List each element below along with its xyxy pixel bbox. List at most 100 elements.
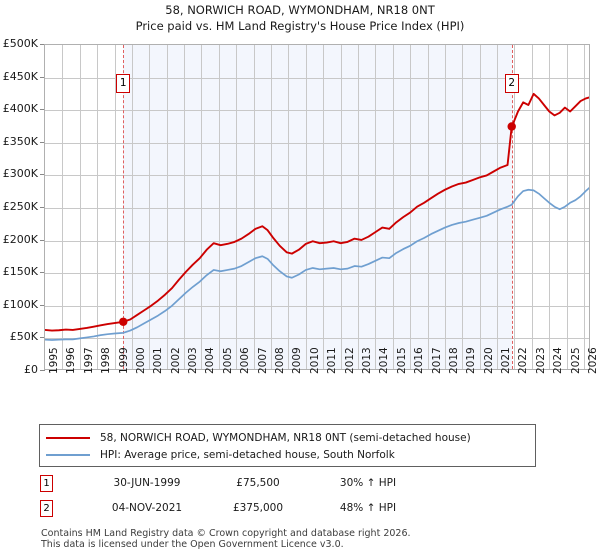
y-axis-tick [40, 76, 45, 78]
gridline-horizontal [45, 110, 589, 112]
y-axis-tick [40, 239, 45, 241]
y-axis-tick-text: £300K [2, 167, 38, 181]
y-axis-tick-text: £50K [9, 330, 38, 344]
gridline-vertical [497, 45, 499, 369]
y-axis-tick [40, 272, 45, 274]
gridline-vertical [114, 45, 116, 369]
transactions-table: 1 30-JUN-1999 £75,500 30% ↑ HPI 2 04-NOV… [40, 474, 470, 524]
y-axis-tick-text: £100K [2, 297, 38, 311]
transaction-date-2: 04-NOV-2021 [111, 502, 183, 514]
gridline-vertical [531, 45, 533, 369]
x-axis-tick-2002: 2002 [169, 347, 182, 374]
x-axis-tick-2011: 2011 [326, 347, 339, 374]
gridline-vertical [462, 45, 464, 369]
x-axis-tick-2019: 2019 [465, 347, 478, 374]
x-axis-tick-1999: 1999 [117, 347, 130, 374]
title-line-1: 58, NORWICH ROAD, WYMONDHAM, NR18 0NT [165, 3, 435, 17]
y-axis-tick [40, 174, 45, 176]
chart-marker-2[interactable]: 2 [504, 74, 519, 93]
gridline-vertical [305, 45, 307, 369]
gridline-horizontal [45, 142, 589, 144]
title-line-2: Price paid vs. HM Land Registry's House … [135, 19, 465, 33]
footer-line-2: This data is licensed under the Open Gov… [41, 539, 344, 550]
gridline-vertical [62, 45, 64, 369]
transaction-price-2: £375,000 [232, 502, 284, 514]
y-axis-tick [40, 109, 45, 111]
y-axis-tick-text: £150K [2, 265, 38, 279]
gridline-vertical [479, 45, 481, 369]
x-axis-tick-2026: 2026 [587, 347, 600, 374]
gridline-vertical [288, 45, 290, 369]
table-row[interactable]: 1 30-JUN-1999 £75,500 30% ↑ HPI [40, 474, 470, 499]
x-axis-tick-2025: 2025 [569, 347, 582, 374]
legend-item-property: 58, NORWICH ROAD, WYMONDHAM, NR18 0NT (s… [40, 429, 535, 446]
gridline-horizontal [45, 77, 589, 79]
gridline-horizontal [45, 240, 589, 242]
transaction-badge-1: 1 [40, 475, 53, 492]
table-row[interactable]: 2 04-NOV-2021 £375,000 48% ↑ HPI [40, 499, 470, 524]
x-axis-tick-2010: 2010 [308, 347, 321, 374]
event-line-2 [511, 45, 513, 369]
y-axis-tick-text: £450K [2, 69, 38, 83]
gridline-vertical [392, 45, 394, 369]
gridline-horizontal [45, 273, 589, 275]
plot-inner [45, 45, 589, 369]
chart-plot-area [44, 44, 590, 370]
gridline-vertical [375, 45, 377, 369]
legend-item-hpi: HPI: Average price, semi-detached house,… [40, 446, 535, 463]
y-axis-tick [40, 44, 45, 45]
x-axis-tick-2009: 2009 [291, 347, 304, 374]
x-axis-tick-2018: 2018 [447, 347, 460, 374]
gridline-vertical [236, 45, 238, 369]
gridline-vertical [218, 45, 220, 369]
x-axis-tick-2008: 2008 [274, 347, 287, 374]
x-axis-tick-2016: 2016 [413, 347, 426, 374]
gridline-vertical [323, 45, 325, 369]
x-axis-tick-1995: 1995 [48, 347, 60, 374]
gridline-vertical [566, 45, 568, 369]
transaction-hpi-delta-2: 48% ↑ HPI [339, 502, 397, 514]
gridline-vertical [184, 45, 186, 369]
transaction-date-1: 30-JUN-1999 [113, 477, 181, 489]
chart-legend: 58, NORWICH ROAD, WYMONDHAM, NR18 0NT (s… [39, 424, 536, 467]
y-axis-tick [40, 304, 45, 306]
x-axis-tick-2017: 2017 [430, 347, 443, 374]
x-axis-tick-2005: 2005 [221, 347, 234, 374]
x-axis-tick-1998: 1998 [100, 347, 113, 374]
gridline-horizontal [45, 305, 589, 307]
y-axis-tick-text: £250K [2, 200, 38, 213]
footer-line-1: Contains HM Land Registry data © Crown c… [41, 528, 411, 539]
footer-attribution: Contains HM Land Registry data © Crown c… [41, 528, 581, 550]
legend-label-hpi: HPI: Average price, semi-detached house,… [100, 448, 395, 461]
transaction-price-1: £75,500 [236, 477, 280, 489]
x-axis-tick-2014: 2014 [378, 347, 391, 374]
gridline-vertical [79, 45, 81, 369]
gridline-vertical [340, 45, 342, 369]
gridline-horizontal [45, 208, 589, 209]
gridline-vertical [271, 45, 273, 369]
sale-point-2[interactable] [507, 122, 516, 131]
gridline-vertical [549, 45, 551, 369]
gridline-vertical [357, 45, 359, 369]
x-axis-tick-2012: 2012 [343, 347, 356, 374]
gridline-vertical [514, 45, 516, 369]
y-axis-tick-text: £400K [2, 102, 38, 116]
gridline-vertical [427, 45, 429, 369]
x-axis-tick-2013: 2013 [360, 347, 373, 374]
series-line-property [45, 92, 589, 332]
x-axis-tick-1997: 1997 [82, 347, 95, 374]
series-line-hpi [45, 187, 589, 341]
chart-title: 58, NORWICH ROAD, WYMONDHAM, NR18 0NT Pr… [0, 2, 600, 34]
x-axis-tick-2021: 2021 [500, 347, 513, 374]
transaction-hpi-delta-1: 30% ↑ HPI [339, 477, 397, 489]
gridline-horizontal [45, 175, 589, 177]
chart-marker-1[interactable]: 1 [116, 74, 131, 93]
sale-point-1[interactable] [119, 317, 128, 326]
gridline-vertical [97, 45, 99, 369]
x-axis-tick-2004: 2004 [204, 347, 217, 374]
legend-swatch-hpi [46, 453, 90, 456]
x-axis-tick-2023: 2023 [534, 347, 547, 374]
ownership-shaded-band [123, 45, 512, 369]
x-axis-tick-2006: 2006 [239, 347, 252, 374]
price-series-chart [45, 92, 589, 341]
